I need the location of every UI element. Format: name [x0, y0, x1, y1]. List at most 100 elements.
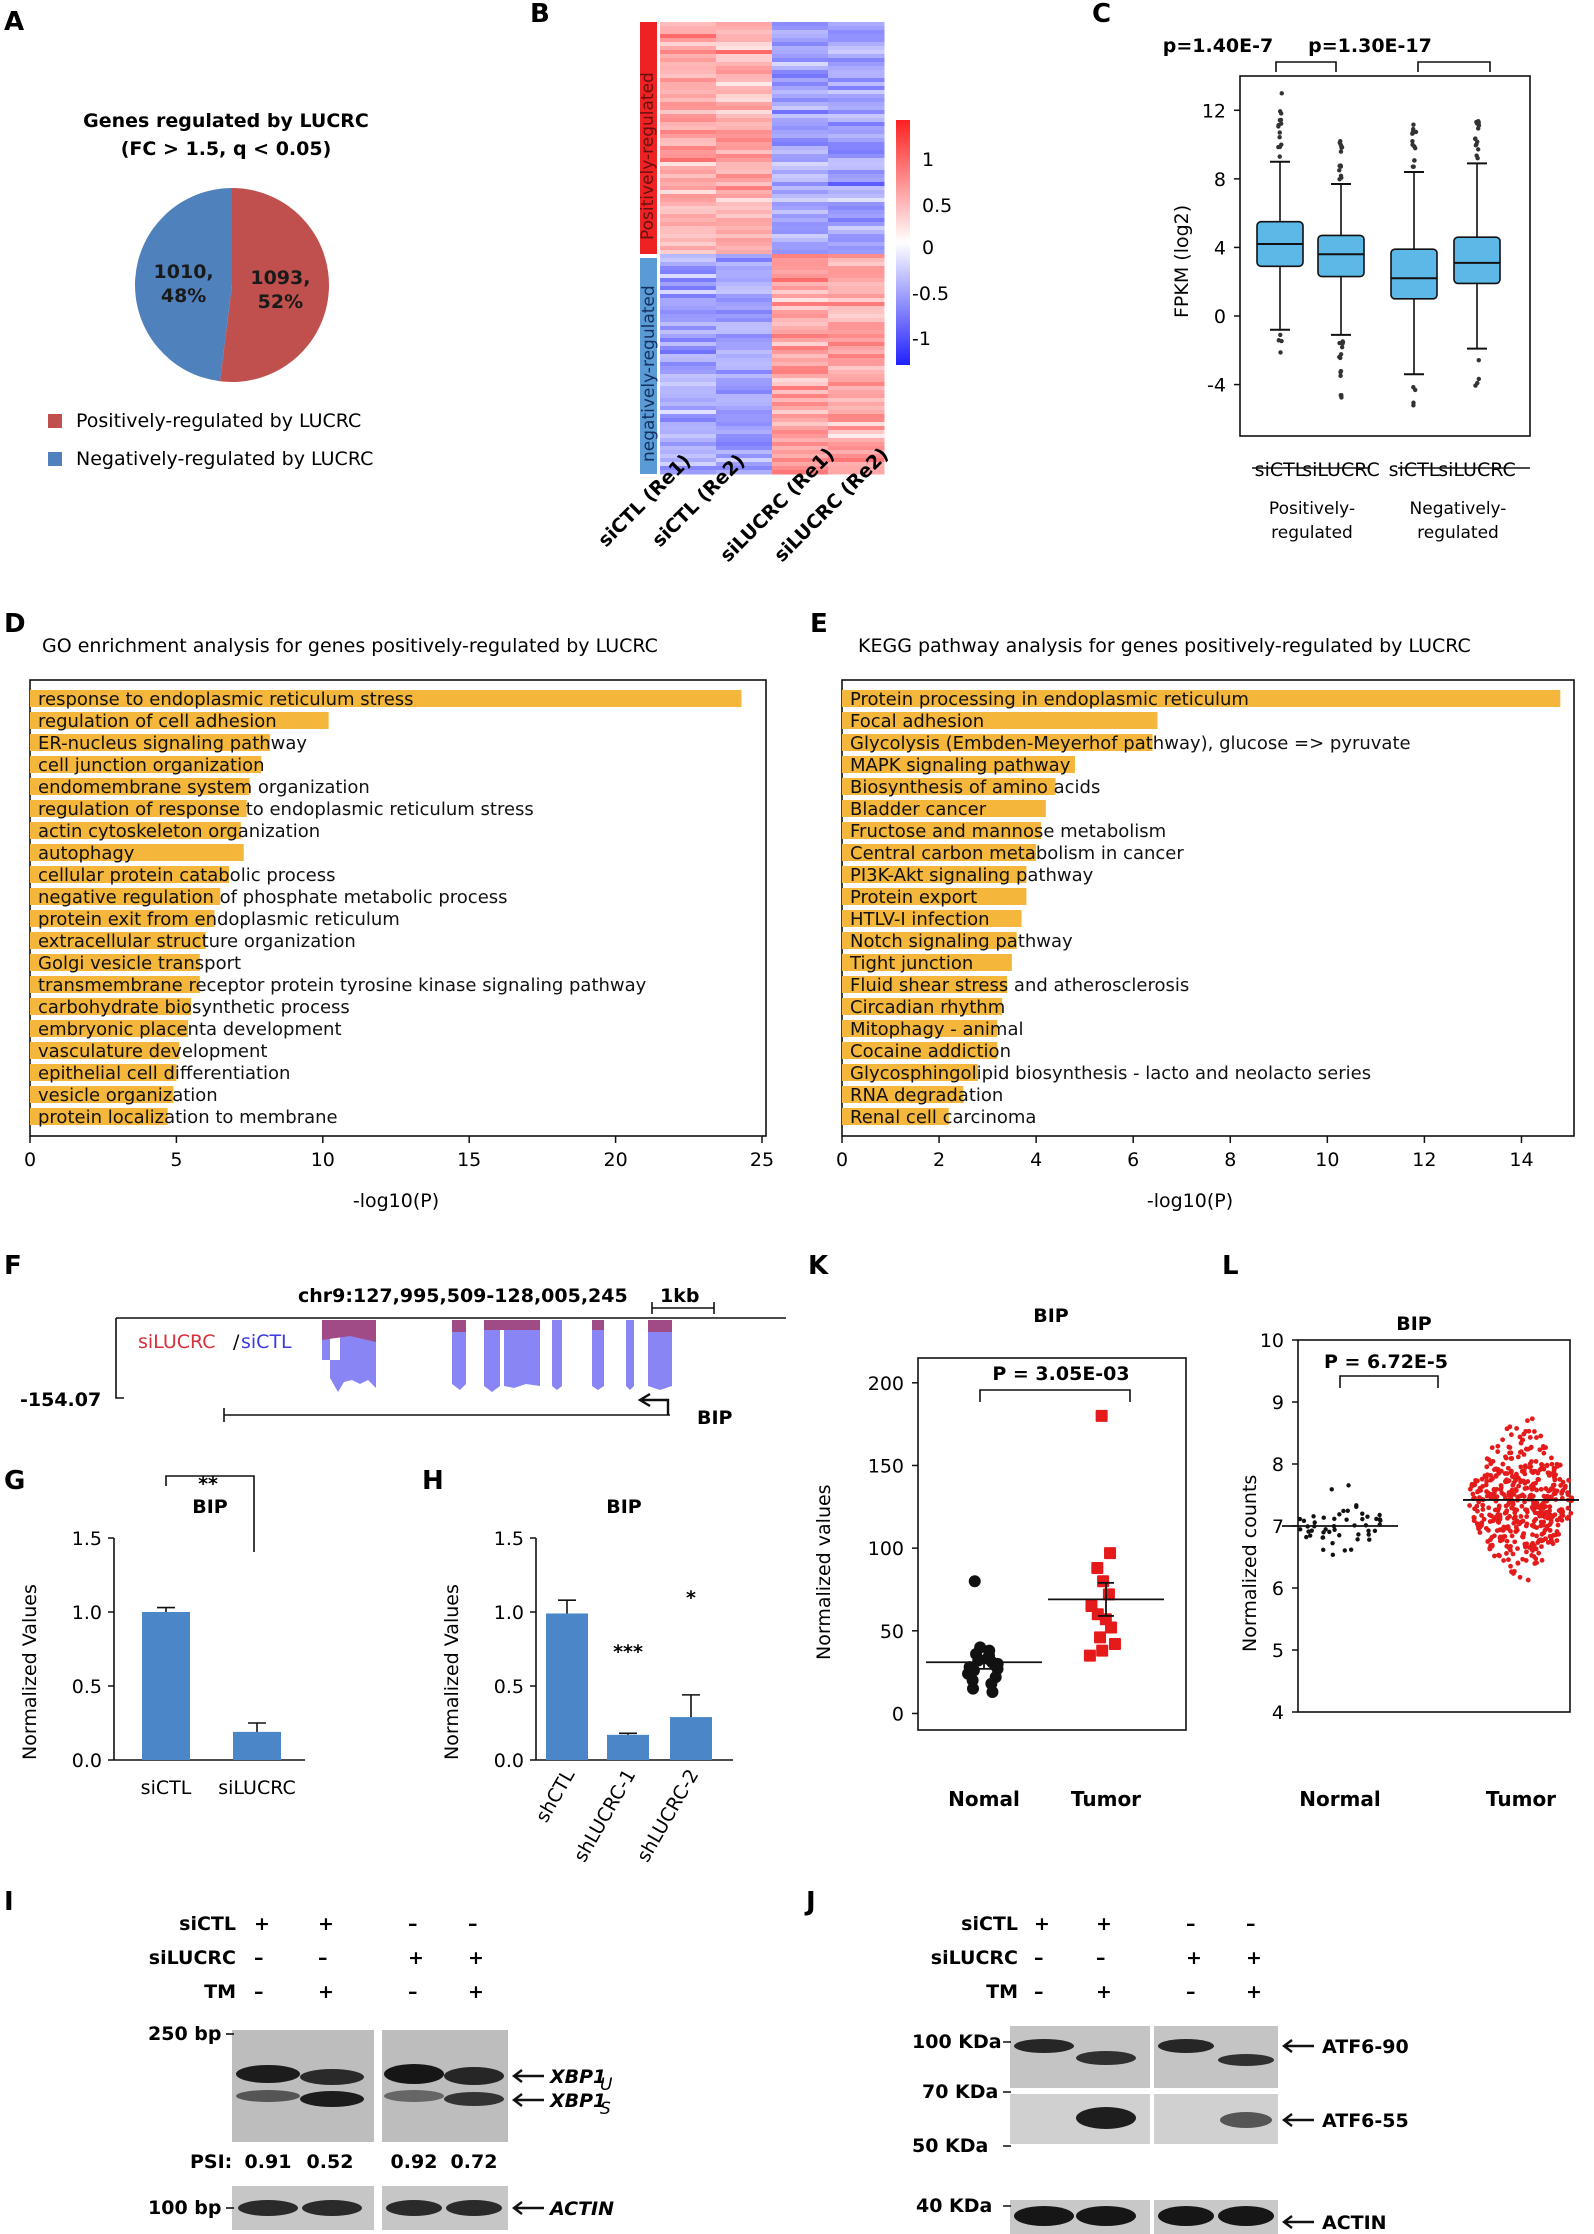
- heatmap-cell: [660, 254, 717, 259]
- heatmap-cell: [716, 194, 773, 199]
- panel-label-c: C: [1092, 0, 1111, 29]
- heatmap-cell: [828, 78, 885, 83]
- heatmap-cell: [828, 102, 885, 107]
- actin-arrow-icon-j: [1282, 2215, 1314, 2229]
- heatmap-cell: [716, 30, 773, 35]
- data-point: [1477, 1495, 1482, 1500]
- y-tick-label: 12: [1202, 100, 1226, 122]
- heatmap-cell: [828, 230, 885, 235]
- heatmap-cell: [716, 282, 773, 287]
- gel-xbp1-right: [382, 2030, 508, 2142]
- heatmap-cell: [828, 406, 885, 411]
- data-point: [1474, 1503, 1480, 1509]
- heatmap-cell: [660, 370, 717, 375]
- k-title: BIP: [1033, 1305, 1069, 1327]
- panel-label-j: J: [804, 1887, 816, 1917]
- heatmap-cell: [772, 242, 829, 247]
- j-sign-r1c1: +: [1034, 1913, 1050, 1935]
- data-point: [1538, 1433, 1544, 1439]
- heatmap-cell: [660, 322, 717, 327]
- heatmap-cell: [828, 450, 885, 455]
- heatmap-cell: [660, 346, 717, 351]
- heatmap-cell: [828, 298, 885, 303]
- y-tick-label: 50: [880, 1621, 904, 1643]
- x-tick-label: siCTL: [1255, 459, 1306, 481]
- bar: [30, 712, 329, 729]
- bar: [842, 756, 1075, 773]
- heatmap-cell: [772, 302, 829, 307]
- x-tick-label: shLUCRC-2: [633, 1766, 704, 1866]
- heatmap-cell: [772, 298, 829, 303]
- bar-label: protein exit from endoplasmic reticulum: [38, 909, 400, 930]
- outlier: [1412, 144, 1417, 149]
- data-point: [1495, 1449, 1501, 1455]
- heatmap-cell: [828, 362, 885, 367]
- heatmap-cell: [660, 374, 717, 379]
- outlier: [1338, 355, 1343, 361]
- outlier: [1410, 131, 1415, 136]
- y-tick-label: 4: [1272, 1702, 1284, 1724]
- heatmap-cell: [828, 382, 885, 387]
- heatmap-cell: [660, 330, 717, 335]
- boxplot-ylabel: FPKM (log2): [1171, 205, 1193, 318]
- heatmap-cell: [716, 310, 773, 315]
- heatmap-cell: [772, 50, 829, 55]
- data-point: [1360, 1516, 1365, 1522]
- psi-value-3: 0.92: [391, 2151, 438, 2173]
- outlier: [1413, 387, 1418, 393]
- x-tick-label: siCTL: [141, 1777, 192, 1799]
- heatmap-cell: [828, 198, 885, 203]
- data-point: [1495, 1443, 1501, 1449]
- y-tick-label: 1.5: [494, 1528, 524, 1550]
- bar-label: embryonic placenta development: [38, 1019, 342, 1040]
- heatmap-cell: [660, 190, 717, 195]
- heatmap-cell: [660, 314, 717, 319]
- data-point: [1533, 1459, 1539, 1464]
- heatmap-cell: [828, 262, 885, 267]
- legend-swatch-neg: [48, 452, 62, 466]
- heatmap-cell: [772, 130, 829, 135]
- heatmap-cell: [772, 26, 829, 31]
- data-point: [1470, 1491, 1476, 1497]
- j-sign-r1c2: +: [1096, 1913, 1112, 1935]
- heatmap-cell: [828, 330, 885, 335]
- band-xbp1u-sub: U: [600, 2075, 613, 2095]
- heatmap-cell: [828, 274, 885, 279]
- heatmap-cell: [716, 318, 773, 323]
- panel-label-d: D: [4, 609, 26, 639]
- heatmap-cell: [716, 358, 773, 363]
- data-point: [1475, 1489, 1480, 1495]
- data-point: [1506, 1478, 1512, 1484]
- heatmap-cell: [660, 282, 717, 287]
- bar-label: Fructose and mannose metabolism: [850, 821, 1166, 842]
- bar: [842, 1042, 998, 1059]
- heatmap-cell: [828, 242, 885, 247]
- heatmap-cell: [828, 210, 885, 215]
- data-point: [1083, 1649, 1096, 1662]
- heatmap-cell: [772, 466, 829, 471]
- heatmap-cell: [660, 22, 717, 27]
- data-point: [1501, 1558, 1507, 1563]
- data-point: [1495, 1512, 1501, 1518]
- bar: [842, 932, 1017, 949]
- g-title: BIP: [192, 1496, 228, 1518]
- bar-label: cellular protein catabolic process: [38, 865, 335, 886]
- x-tick-label: 10: [1315, 1149, 1339, 1171]
- heatmap-cell: [772, 174, 829, 179]
- track-label-sep: /: [233, 1331, 240, 1353]
- heatmap-cell: [660, 450, 717, 455]
- i-sign-r1c2: +: [318, 1913, 334, 1935]
- data-point: [1505, 1515, 1510, 1521]
- heatmap-cell: [772, 290, 829, 295]
- data-point: [1568, 1510, 1574, 1516]
- heatmap-cell: [716, 278, 773, 283]
- bar-label: transmembrane receptor protein tyrosine …: [38, 975, 647, 996]
- data-point: [1354, 1503, 1359, 1508]
- heatmap-cell: [716, 342, 773, 347]
- heatmap-cell: [772, 318, 829, 323]
- data-point: [1510, 1501, 1516, 1507]
- outlier: [1340, 340, 1346, 345]
- bar: [842, 910, 1022, 927]
- outlier: [1476, 357, 1481, 363]
- heatmap-cell: [716, 106, 773, 111]
